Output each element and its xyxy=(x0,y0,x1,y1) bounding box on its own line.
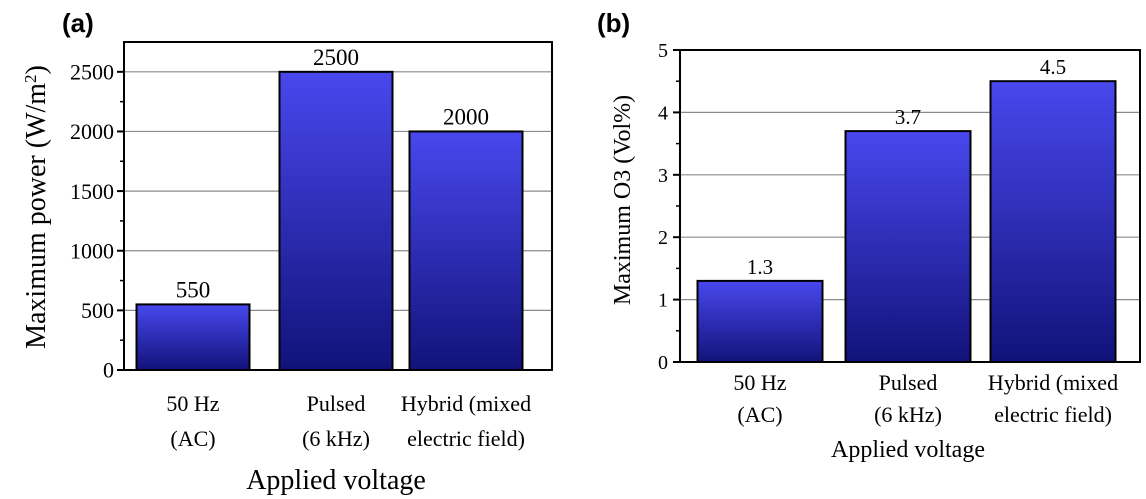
bar-value-label: 3.7 xyxy=(895,105,921,129)
x-category-label: Pulsed xyxy=(307,391,366,416)
y-tick-label: 500 xyxy=(81,298,114,323)
x-category-label: (6 kHz) xyxy=(302,426,370,451)
bar xyxy=(989,80,1117,363)
bar-value-label: 4.5 xyxy=(1040,55,1066,79)
x-category-labels-a: 50 Hz (AC) Pulsed (6 kHz) Hybrid (mixed elect… xyxy=(166,391,531,451)
x-category-label: 50 Hz xyxy=(733,370,786,395)
plot-frame-b xyxy=(679,49,1141,363)
y-axis-title-b: Maximum O3 (Vol%) xyxy=(610,95,636,305)
x-category-label: Hybrid (mixed xyxy=(988,370,1118,395)
chart-panel-b: (b) 1.3 3.7 4.5 0 1 2 3 4 5 50 Hz (AC) Pulsed (6 k… xyxy=(597,8,1141,463)
y-tick-label: 0 xyxy=(103,358,114,383)
plot-frame-a xyxy=(123,41,553,371)
bar-value-label: 2000 xyxy=(443,104,489,129)
x-category-label: Pulsed xyxy=(879,370,938,395)
x-category-label: (6 kHz) xyxy=(874,402,942,427)
bar xyxy=(696,279,824,364)
y-tick-label: 4 xyxy=(658,102,668,124)
y-ticks-a: 0 500 1000 1500 2000 2500 xyxy=(70,60,124,383)
y-tick-label: 0 xyxy=(658,352,668,374)
y-tick-label: 1500 xyxy=(70,179,114,204)
bar xyxy=(278,70,394,372)
y-axis-title-a: Maximum power (W/m2) xyxy=(21,65,53,349)
y-tick-label: 2000 xyxy=(70,119,114,144)
x-axis-title-a: Applied voltage xyxy=(246,465,426,496)
y-tick-label: 2500 xyxy=(70,60,114,85)
x-category-label: electric field) xyxy=(407,426,525,451)
y-ticks-b: 0 1 2 3 4 5 xyxy=(658,40,680,374)
y-tick-label: 5 xyxy=(658,40,668,62)
y-tick-label: 1000 xyxy=(70,238,114,263)
x-category-label: (AC) xyxy=(170,426,215,451)
bars-a: 550 2500 2000 xyxy=(135,45,524,372)
y-tick-label: 1 xyxy=(658,290,668,312)
x-category-label: (AC) xyxy=(737,402,782,427)
chart-panel-a: (a) 550 2500 2000 0 500 1000 1500 2000 2500 50 … xyxy=(21,8,553,496)
x-category-label: Hybrid (mixed xyxy=(401,391,531,416)
x-category-label: electric field) xyxy=(994,402,1112,427)
y-tick-label: 2 xyxy=(658,227,668,249)
bar xyxy=(408,130,524,371)
x-axis-title-b: Applied voltage xyxy=(831,437,985,463)
y-tick-label: 3 xyxy=(658,165,668,187)
bar xyxy=(135,303,251,371)
x-category-label: 50 Hz xyxy=(166,391,219,416)
x-category-labels-b: 50 Hz (AC) Pulsed (6 kHz) Hybrid (mixed elect… xyxy=(733,370,1118,427)
panel-label-b: (b) xyxy=(597,8,630,38)
bar-value-label: 2500 xyxy=(313,45,359,70)
bars-b: 1.3 3.7 4.5 xyxy=(696,55,1117,364)
bar-value-label: 550 xyxy=(176,277,211,302)
bar-value-label: 1.3 xyxy=(747,255,773,279)
panel-label-a: (a) xyxy=(62,8,94,38)
bar xyxy=(844,130,972,363)
